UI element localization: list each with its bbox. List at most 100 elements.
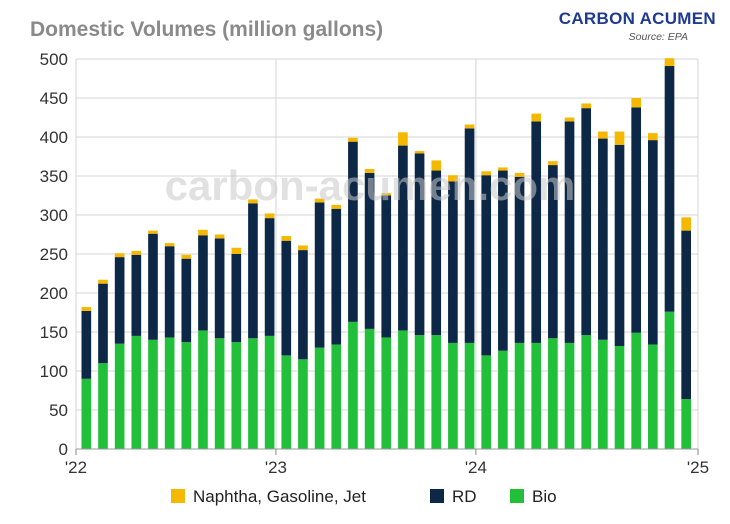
bars: Bio 2022-01: 90RD 2022-01: 87Naphtha, Ga…	[81, 58, 691, 449]
bar-segment-rd: RD 2024-02: 231	[498, 170, 508, 351]
bar-segment-bio: Bio 2023-06: 154	[364, 328, 375, 449]
bar-segment-bio: Bio 2023-03: 130	[314, 347, 325, 449]
bar-segment-naphtha-gasoline-jet: Naphtha, Gasoline, Jet 2022-04: 5	[131, 250, 142, 255]
brand-block: CARBON ACUMEN Source: EPA	[559, 9, 716, 43]
bar-segment-bio: Bio 2023-08: 152	[398, 330, 408, 449]
bar-segment-bio: Bio 2023-05: 163	[348, 321, 358, 449]
brand-logo-text: CARBON ACUMEN	[558, 9, 716, 28]
bar-segment-bio: Bio 2025-01: 64	[681, 399, 691, 449]
x-tick-label: '24	[465, 458, 487, 477]
bar-segment-naphtha-gasoline-jet: Naphtha, Gasoline, Jet 2023-03: 5	[314, 198, 325, 203]
bar-segment-naphtha-gasoline-jet: Naphtha, Gasoline, Jet 2023-02: 6	[298, 245, 308, 251]
bar-segment-naphtha-gasoline-jet: Naphtha, Gasoline, Jet 2023-12: 5	[464, 124, 475, 129]
watermark: carbon-acumen.com	[165, 162, 576, 209]
y-tick-label: 100	[40, 362, 68, 381]
bar-segment-naphtha-gasoline-jet: Naphtha, Gasoline, Jet 2023-04: 5	[331, 204, 342, 209]
bar-segment-rd: RD 2022-02: 102	[98, 283, 108, 364]
bar-segment-bio: Bio 2022-09: 142	[214, 338, 225, 449]
bar-segment-naphtha-gasoline-jet: Naphtha, Gasoline, Jet 2025-01: 17	[681, 217, 691, 231]
bar-segment-naphtha-gasoline-jet: Naphtha, Gasoline, Jet 2023-11: 8	[448, 175, 458, 182]
bar-segment-naphtha-gasoline-jet: Naphtha, Gasoline, Jet 2024-06: 5	[564, 117, 575, 122]
bar-segment-bio: Bio 2024-01: 120	[481, 355, 492, 449]
bar-segment-rd: RD 2023-05: 231	[348, 141, 358, 322]
bar-segment-rd: RD 2025-01: 216	[681, 230, 691, 400]
bar-segment-rd: RD 2024-05: 222	[548, 165, 558, 339]
bar-segment-rd: RD 2024-06: 284	[564, 121, 575, 343]
bar-segment-rd: RD 2023-12: 275	[464, 128, 475, 343]
bar-segment-naphtha-gasoline-jet: Naphtha, Gasoline, Jet 2022-05: 4	[148, 230, 158, 234]
bar-segment-bio: Bio 2024-07: 146	[581, 335, 592, 449]
bar-segment-bio: Bio 2022-04: 145	[131, 335, 142, 449]
bar-segment-rd: RD 2023-09: 233	[414, 153, 425, 336]
bar-segment-bio: Bio 2024-03: 136	[514, 342, 525, 449]
bar-segment-naphtha-gasoline-jet: Naphtha, Gasoline, Jet 2024-12: 10	[664, 58, 675, 67]
bar-segment-rd: RD 2023-04: 174	[331, 208, 342, 345]
bar-segment-rd: RD 2024-11: 262	[648, 140, 658, 345]
bar-segment-rd: RD 2022-08: 122	[198, 235, 208, 331]
bar-segment-bio: Bio 2023-07: 143	[381, 337, 392, 449]
x-tick-label: '25	[687, 458, 709, 477]
y-tick-label: 250	[40, 245, 68, 264]
bar-segment-bio: Bio 2022-01: 90	[81, 378, 92, 449]
bar-segment-naphtha-gasoline-jet: Naphtha, Gasoline, Jet 2023-07: 3	[381, 193, 392, 196]
bar-segment-bio: Bio 2022-08: 152	[198, 330, 208, 449]
legend-swatch	[171, 489, 185, 503]
y-tick-label: 50	[49, 401, 68, 420]
y-tick-label: 500	[40, 50, 68, 69]
bar-segment-bio: Bio 2022-02: 110	[98, 363, 108, 449]
legend-swatch	[430, 489, 444, 503]
bar-segment-bio: Bio 2024-12: 176	[664, 311, 675, 449]
bar-segment-rd: RD 2022-07: 107	[181, 258, 192, 343]
legend-label: Naphtha, Gasoline, Jet	[193, 487, 366, 506]
bar-segment-rd: RD 2023-03: 186	[314, 202, 325, 348]
bar-segment-rd: RD 2024-08: 258	[598, 138, 608, 340]
bar-segment-bio: Bio 2024-02: 126	[498, 350, 508, 449]
y-tick-label: 200	[40, 284, 68, 303]
y-tick-label: 150	[40, 323, 68, 342]
bar-segment-bio: Bio 2022-03: 135	[114, 343, 125, 449]
bar-segment-bio: Bio 2024-10: 149	[631, 332, 642, 449]
bar-segment-rd: RD 2024-10: 289	[631, 107, 642, 333]
bar-segment-naphtha-gasoline-jet: Naphtha, Gasoline, Jet 2023-06: 5	[364, 168, 375, 173]
bar-segment-naphtha-gasoline-jet: Naphtha, Gasoline, Jet 2024-07: 6	[581, 103, 592, 109]
bar-segment-bio: Bio 2024-04: 136	[531, 342, 542, 449]
bar-segment-naphtha-gasoline-jet: Naphtha, Gasoline, Jet 2024-02: 4	[498, 167, 508, 171]
bar-segment-bio: Bio 2024-06: 136	[564, 342, 575, 449]
bar-segment-bio: Bio 2023-12: 136	[464, 342, 475, 449]
bar-segment-naphtha-gasoline-jet: Naphtha, Gasoline, Jet 2022-07: 5	[181, 254, 192, 259]
bar-segment-naphtha-gasoline-jet: Naphtha, Gasoline, Jet 2022-02: 5	[98, 279, 108, 284]
chart-title: Domestic Volumes (million gallons)	[30, 18, 384, 41]
x-tick-label: '23	[265, 458, 287, 477]
bar-segment-bio: Bio 2022-12: 145	[264, 335, 275, 449]
bar-segment-naphtha-gasoline-jet: Naphtha, Gasoline, Jet 2024-08: 9	[598, 131, 608, 139]
bar-segment-bio: Bio 2024-11: 134	[648, 344, 658, 449]
bar-segment-bio: Bio 2024-05: 142	[548, 338, 558, 449]
bar-segment-rd: RD 2023-06: 200	[364, 172, 375, 329]
bar-segment-naphtha-gasoline-jet: Naphtha, Gasoline, Jet 2022-12: 6	[264, 213, 275, 219]
bar-segment-naphtha-gasoline-jet: Naphtha, Gasoline, Jet 2023-01: 6	[281, 236, 292, 241]
bar-segment-naphtha-gasoline-jet: Naphtha, Gasoline, Jet 2024-03: 5	[514, 172, 525, 177]
legend-swatch	[510, 489, 524, 503]
bar-segment-rd: RD 2024-12: 315	[664, 66, 675, 312]
bar-segment-naphtha-gasoline-jet: Naphtha, Gasoline, Jet 2022-03: 5	[114, 253, 125, 258]
bar-segment-bio: Bio 2024-08: 140	[598, 339, 608, 449]
x-tick-label: '22	[65, 458, 87, 477]
legend-label: Bio	[532, 487, 557, 506]
bar-segment-naphtha-gasoline-jet: Naphtha, Gasoline, Jet 2023-05: 5	[348, 137, 358, 142]
bar-segment-rd: RD 2022-12: 151	[264, 218, 275, 336]
bar-segment-naphtha-gasoline-jet: Naphtha, Gasoline, Jet 2022-09: 5	[214, 234, 225, 239]
bar-segment-naphtha-gasoline-jet: Naphtha, Gasoline, Jet 2022-08: 7	[198, 229, 208, 236]
bar-segment-naphtha-gasoline-jet: Naphtha, Gasoline, Jet 2022-06: 4	[164, 243, 175, 247]
bar-segment-naphtha-gasoline-jet: Naphtha, Gasoline, Jet 2023-10: 13	[431, 160, 442, 171]
y-tick-label: 300	[40, 206, 68, 225]
bar-segment-bio: Bio 2023-11: 136	[448, 342, 458, 449]
bar-segment-naphtha-gasoline-jet: Naphtha, Gasoline, Jet 2023-08: 17	[398, 132, 408, 146]
bar-segment-rd: RD 2022-05: 136	[148, 233, 158, 340]
bar-segment-naphtha-gasoline-jet: Naphtha, Gasoline, Jet 2024-09: 17	[614, 131, 625, 145]
bar-segment-rd: RD 2024-01: 231	[481, 175, 492, 356]
bar-segment-bio: Bio 2023-10: 146	[431, 335, 442, 449]
y-tick-label: 0	[59, 440, 68, 459]
legend: Naphtha, Gasoline, Jet RD Bio	[171, 487, 557, 506]
bar-segment-bio: Bio 2022-11: 142	[248, 338, 258, 449]
